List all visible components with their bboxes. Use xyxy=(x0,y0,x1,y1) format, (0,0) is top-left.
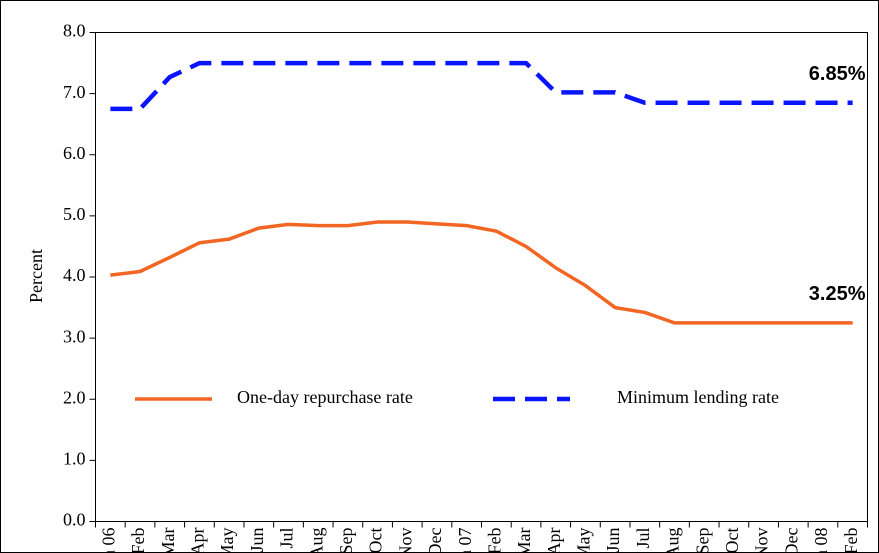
series-line xyxy=(110,60,853,112)
x-tick-label: Jun xyxy=(603,528,623,553)
y-tick-label: 8.0 xyxy=(63,21,86,41)
x-tick-label: Mar xyxy=(158,528,178,553)
x-tick-label: May xyxy=(217,528,237,553)
x-tick-label: Oct xyxy=(722,528,742,553)
x-tick-label: Jan 06 xyxy=(98,528,118,553)
annotation: 3.25% xyxy=(809,283,866,305)
x-tick-label: Aug xyxy=(306,528,326,553)
x-tick-label: Jul xyxy=(633,528,653,549)
x-tick-label: Apr xyxy=(188,528,208,553)
y-tick-label: 2.0 xyxy=(63,387,86,407)
x-tick-label: Sep xyxy=(692,528,712,553)
series-line xyxy=(110,220,853,325)
x-tick-label: Feb xyxy=(841,528,861,553)
x-tick-label: Jul xyxy=(277,528,297,549)
x-tick-label: Jun xyxy=(247,528,267,553)
legend-label: One-day repurchase rate xyxy=(237,387,413,407)
x-tick-label: Oct xyxy=(366,528,386,553)
x-tick-label: Feb xyxy=(128,528,148,553)
x-tick-label: Dec xyxy=(781,527,801,553)
legend-label: Minimum lending rate xyxy=(617,387,779,407)
x-tick-label: May xyxy=(574,528,594,553)
x-tick-label: Nov xyxy=(752,528,772,553)
x-tick-label: Aug xyxy=(663,528,683,553)
y-tick-label: 7.0 xyxy=(63,82,86,102)
y-tick-label: 3.0 xyxy=(63,326,86,346)
annotation: 6.85% xyxy=(809,63,866,85)
x-tick-label: Sep xyxy=(336,528,356,553)
x-tick-label: Mar xyxy=(514,528,534,553)
x-tick-label: Jan 08 xyxy=(811,528,831,553)
y-tick-label: 1.0 xyxy=(63,449,86,469)
y-tick-label: 6.0 xyxy=(63,143,86,163)
y-tick-label: 5.0 xyxy=(63,204,86,224)
x-tick-label: Nov xyxy=(395,528,415,553)
y-axis-label: Percent xyxy=(26,249,46,303)
x-tick-label: Jan 07 xyxy=(455,528,475,553)
y-tick-label: 0.0 xyxy=(63,510,86,530)
x-tick-label: Apr xyxy=(544,528,564,553)
x-tick-label: Dec xyxy=(425,527,445,553)
x-tick-label: Feb xyxy=(484,528,504,553)
y-tick-label: 4.0 xyxy=(63,265,86,285)
